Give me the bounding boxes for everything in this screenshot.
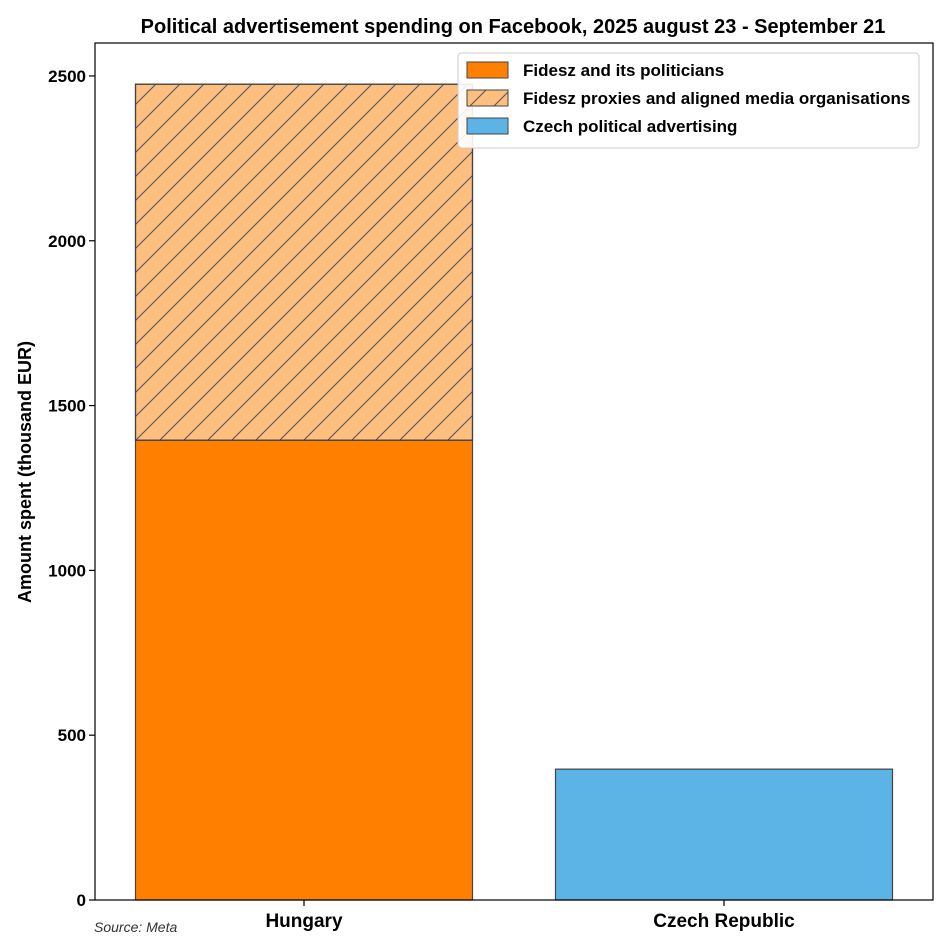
bars-layer [134, 83, 894, 901]
legend-label-czech-political-advertising: Czech political advertising [523, 117, 737, 136]
y-axis: 0 500 1000 1500 2000 2500 [48, 67, 95, 910]
x-axis: Hungary Czech Republic [265, 900, 795, 932]
legend-swatch-czech-political-advertising [466, 117, 509, 135]
y-tick-label-2000: 2000 [48, 232, 86, 251]
x-tick-label-hungary: Hungary [265, 911, 343, 932]
y-tick-label-1500: 1500 [48, 397, 86, 416]
plot-frame [94, 42, 934, 901]
legend-swatch-hatch-fidesz-proxies-and-aligned-media-organisations [466, 89, 509, 107]
bar-hungary-fidesz-and-its-politicians [134, 439, 474, 901]
y-tick-label-500: 500 [58, 726, 86, 745]
legend-label-fidesz-proxies-and-aligned-media-organisations: Fidesz proxies and aligned media organis… [523, 89, 910, 108]
y-axis-label: Amount spent (thousand EUR) [15, 341, 35, 603]
bar-czech-republic-czech-political-advertising [554, 768, 894, 901]
bar-hatch-hungary-fidesz-proxies-and-aligned-media-organisations [134, 83, 474, 441]
y-tick-label-0: 0 [77, 891, 86, 910]
y-tick-label-1000: 1000 [48, 561, 86, 580]
source-note: Source: Meta [94, 919, 177, 935]
x-tick-label-czech-republic: Czech Republic [653, 911, 795, 932]
chart-title: Political advertisement spending on Face… [141, 16, 886, 38]
legend: Fidesz and its politicians Fidesz proxies… [457, 52, 920, 149]
legend-label-fidesz-and-its-politicians: Fidesz and its politicians [523, 61, 724, 80]
legend-box [457, 52, 920, 149]
legend-swatch-fidesz-and-its-politicians [466, 61, 509, 79]
y-tick-label-2500: 2500 [48, 67, 86, 86]
